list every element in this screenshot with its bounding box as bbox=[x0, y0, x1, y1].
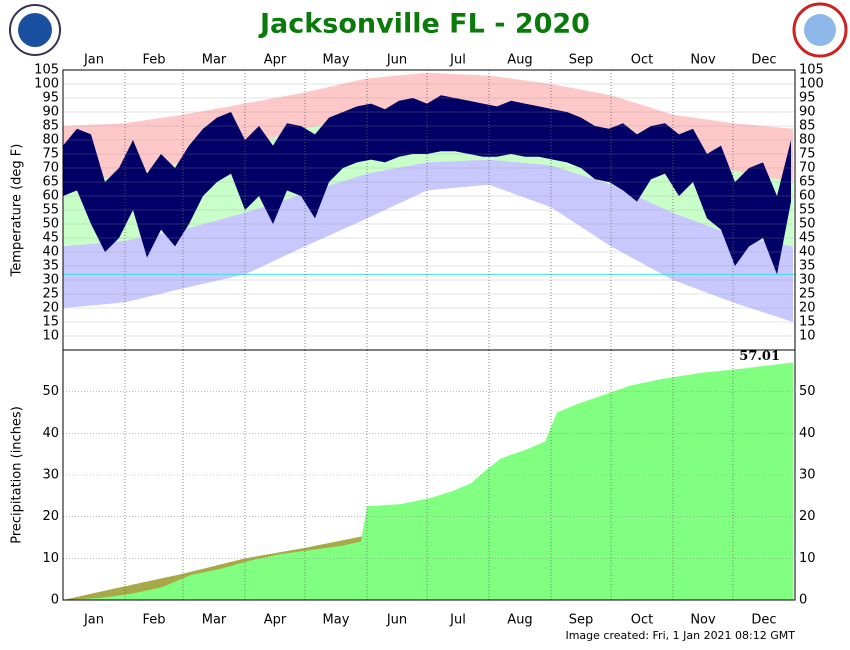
y-tick-label: 85 bbox=[42, 119, 59, 134]
y-tick-label: 50 bbox=[42, 384, 59, 399]
chart-title: Jacksonville FL - 2020 bbox=[258, 9, 590, 40]
y-tick-label: 20 bbox=[42, 301, 59, 316]
y-tick-label: 30 bbox=[799, 468, 816, 483]
y-tick-label: 65 bbox=[799, 175, 816, 190]
month-label: Mar bbox=[202, 53, 227, 68]
total-label: 57.01 bbox=[739, 349, 780, 364]
y-tick-label: 15 bbox=[799, 315, 816, 330]
y-tick-label: 70 bbox=[42, 161, 59, 176]
y-tick-label: 10 bbox=[799, 329, 816, 344]
month-label: Feb bbox=[142, 613, 165, 628]
month-label: Jul bbox=[449, 53, 466, 68]
y-tick-label: 30 bbox=[799, 273, 816, 288]
y-tick-label: 105 bbox=[34, 63, 59, 78]
y-tick-label: 85 bbox=[799, 119, 816, 134]
y-tick-label: 35 bbox=[799, 259, 816, 274]
month-label: Jan bbox=[83, 53, 104, 68]
y-tick-label: 25 bbox=[42, 287, 59, 302]
month-label: Dec bbox=[751, 613, 776, 628]
y-tick-label: 40 bbox=[42, 426, 59, 441]
y-tick-label: 90 bbox=[42, 105, 59, 120]
y-axis-label: Precipitation (inches) bbox=[10, 406, 25, 544]
y-tick-label: 20 bbox=[799, 301, 816, 316]
y-tick-label: 50 bbox=[42, 217, 59, 232]
month-label: Apr bbox=[264, 53, 287, 68]
y-tick-label: 50 bbox=[799, 217, 816, 232]
y-tick-label: 30 bbox=[42, 273, 59, 288]
month-label: Aug bbox=[507, 613, 532, 628]
month-label: Apr bbox=[264, 613, 287, 628]
y-tick-label: 95 bbox=[42, 91, 59, 106]
y-tick-label: 0 bbox=[799, 593, 807, 608]
month-label: Jan bbox=[83, 613, 104, 628]
y-tick-label: 95 bbox=[799, 91, 816, 106]
month-label: Jun bbox=[386, 53, 407, 68]
month-label: Jun bbox=[386, 613, 407, 628]
y-tick-label: 20 bbox=[799, 509, 816, 524]
y-tick-label: 15 bbox=[42, 315, 59, 330]
y-tick-label: 30 bbox=[42, 468, 59, 483]
month-label: May bbox=[323, 613, 350, 628]
logo-core bbox=[18, 13, 52, 47]
y-tick-label: 40 bbox=[799, 426, 816, 441]
y-tick-label: 20 bbox=[42, 509, 59, 524]
y-tick-label: 100 bbox=[799, 77, 824, 92]
y-tick-label: 10 bbox=[42, 551, 59, 566]
y-tick-label: 45 bbox=[42, 231, 59, 246]
y-tick-label: 10 bbox=[42, 329, 59, 344]
y-tick-label: 65 bbox=[42, 175, 59, 190]
panel-frame bbox=[62, 349, 796, 601]
month-label: Sep bbox=[569, 53, 594, 68]
month-label: Oct bbox=[631, 613, 653, 628]
month-label: Nov bbox=[690, 613, 716, 628]
y-tick-label: 90 bbox=[799, 105, 816, 120]
y-tick-label: 40 bbox=[42, 245, 59, 260]
y-tick-label: 100 bbox=[34, 77, 59, 92]
month-label: Mar bbox=[202, 613, 227, 628]
y-tick-label: 40 bbox=[799, 245, 816, 260]
y-tick-label: 55 bbox=[799, 203, 816, 218]
month-label: Dec bbox=[751, 53, 776, 68]
observed-precipitation bbox=[63, 362, 793, 600]
y-tick-label: 35 bbox=[42, 259, 59, 274]
month-label: Feb bbox=[142, 53, 165, 68]
nws-logo bbox=[792, 2, 848, 58]
record-high-band bbox=[63, 72, 793, 182]
y-axis-label: Temperature (deg F) bbox=[10, 144, 25, 278]
y-tick-label: 80 bbox=[42, 133, 59, 148]
y-tick-label: 80 bbox=[799, 133, 816, 148]
y-tick-label: 55 bbox=[42, 203, 59, 218]
y-tick-label: 60 bbox=[42, 189, 59, 204]
noaa-logo bbox=[9, 4, 61, 56]
y-tick-label: 0 bbox=[51, 593, 59, 608]
month-label: Sep bbox=[569, 613, 594, 628]
y-tick-label: 75 bbox=[799, 147, 816, 162]
month-label: Oct bbox=[631, 53, 653, 68]
month-label: Nov bbox=[690, 53, 716, 68]
y-tick-label: 50 bbox=[799, 384, 816, 399]
logo-core bbox=[804, 14, 836, 46]
month-label: Aug bbox=[507, 53, 532, 68]
y-tick-label: 105 bbox=[799, 63, 824, 78]
footer: Image created: Fri, 1 Jan 2021 08:12 GMT bbox=[565, 629, 795, 642]
month-label: May bbox=[323, 53, 350, 68]
y-tick-label: 60 bbox=[799, 189, 816, 204]
y-tick-label: 75 bbox=[42, 147, 59, 162]
y-tick-label: 25 bbox=[799, 287, 816, 302]
month-label: Jul bbox=[449, 613, 466, 628]
y-tick-label: 70 bbox=[799, 161, 816, 176]
y-tick-label: 10 bbox=[799, 551, 816, 566]
record-low-band bbox=[63, 159, 793, 322]
y-tick-label: 45 bbox=[799, 231, 816, 246]
